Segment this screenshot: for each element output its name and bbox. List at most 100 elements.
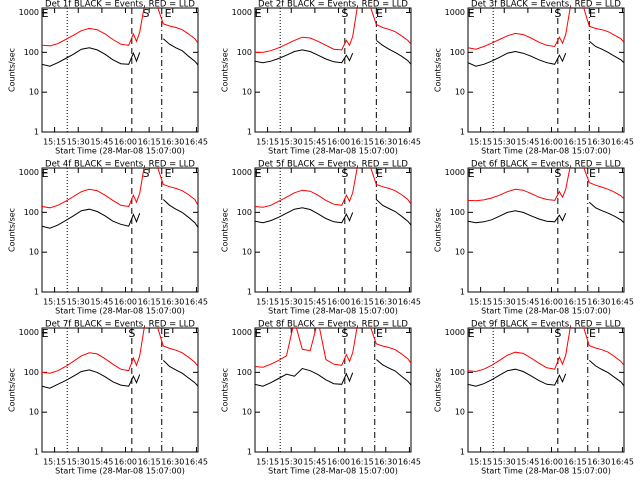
event-label: E [376, 7, 383, 20]
x-tick-label: 16:00 [114, 458, 137, 467]
series-line [255, 168, 411, 208]
x-tick-label: 15:30 [493, 298, 516, 307]
x-tick-label: 16:30 [161, 138, 184, 147]
y-axis-label: Counts/sec [8, 48, 17, 92]
y-axis-label: Counts/sec [434, 48, 443, 92]
x-tick-label: 16:15 [351, 298, 374, 307]
series-group [42, 168, 198, 229]
y-tick-label: 100 [24, 208, 39, 217]
panel-title: Det 6f BLACK = Events, RED = LLD [471, 160, 621, 170]
x-tick-label: 16:30 [374, 298, 397, 307]
x-tick-label: 15:15 [43, 298, 66, 307]
event-label: S [143, 167, 150, 180]
event-label: S [554, 167, 561, 180]
event-label: S [341, 167, 348, 180]
x-tick-label: 16:00 [327, 298, 350, 307]
x-tick-label: 16:30 [587, 138, 610, 147]
y-tick-label: 1 [34, 288, 39, 297]
x-axis-label: Start Time (28-Mar-08 15:07:00) [55, 147, 185, 156]
panel-title: Det 8f BLACK = Events, RED = LLD [258, 320, 408, 330]
x-tick-label: 16:00 [114, 298, 137, 307]
series-group [468, 8, 624, 67]
series-line [255, 359, 411, 387]
x-tick-label: 15:45 [303, 138, 326, 147]
panel-title: Det 7f BLACK = Events, RED = LLD [45, 320, 195, 330]
y-tick-label: 100 [24, 368, 39, 377]
x-tick-label: 16:15 [138, 458, 161, 467]
series-group [468, 328, 624, 387]
x-tick-label: 16:00 [114, 138, 137, 147]
x-tick-label: 15:15 [256, 298, 279, 307]
plot-frame [254, 7, 412, 133]
event-label: E [163, 327, 170, 340]
plot-frame [467, 167, 625, 293]
x-tick-label: 16:00 [540, 298, 563, 307]
x-tick-label: 16:15 [564, 298, 587, 307]
series-group [42, 8, 198, 67]
series-group [468, 168, 624, 224]
x-tick-label: 16:30 [374, 138, 397, 147]
x-tick-label: 16:45 [398, 458, 421, 467]
event-label: S [341, 327, 348, 340]
panel-title: Det 2f BLACK = Events, RED = LLD [258, 0, 408, 10]
y-tick-label: 10 [242, 408, 252, 417]
x-tick-label: 16:45 [185, 138, 208, 147]
y-tick-label: 1000 [445, 168, 465, 177]
event-label: E [468, 167, 475, 180]
panel: Det 4f BLACK = Events, RED = LLD Start Ti… [8, 160, 208, 316]
x-axis-label: Start Time (28-Mar-08 15:07:00) [55, 467, 185, 476]
x-axis-label: Start Time (28-Mar-08 15:07:00) [481, 147, 611, 156]
panel: Det 2f BLACK = Events, RED = LLD Start Ti… [221, 0, 421, 156]
y-axis-label: Counts/sec [434, 368, 443, 412]
y-tick-label: 1000 [445, 328, 465, 337]
y-axis-label: Counts/sec [221, 208, 230, 252]
event-label: E [468, 327, 475, 340]
x-tick-label: 15:45 [516, 458, 539, 467]
y-axis-label: Counts/sec [434, 208, 443, 252]
x-tick-label: 16:15 [138, 298, 161, 307]
x-tick-label: 15:45 [516, 298, 539, 307]
event-label: E [589, 327, 596, 340]
y-tick-label: 1000 [232, 328, 252, 337]
y-tick-label: 1000 [232, 8, 252, 17]
x-tick-label: 15:15 [469, 458, 492, 467]
event-label: S [128, 327, 135, 340]
series-group [42, 328, 198, 389]
series-line [468, 328, 624, 373]
y-tick-label: 1000 [445, 8, 465, 17]
x-tick-label: 16:15 [138, 138, 161, 147]
panel-title: Det 1f BLACK = Events, RED = LLD [45, 0, 195, 10]
plot-frame [467, 327, 625, 453]
series-line [255, 199, 411, 226]
x-tick-label: 15:45 [516, 138, 539, 147]
y-tick-label: 10 [29, 248, 39, 257]
series-line [42, 199, 198, 229]
event-label: E [255, 7, 262, 20]
series-line [468, 201, 624, 224]
x-tick-label: 16:45 [398, 298, 421, 307]
y-tick-label: 1000 [19, 8, 39, 17]
y-tick-label: 10 [455, 88, 465, 97]
y-tick-label: 100 [24, 48, 39, 57]
event-label: E [165, 7, 172, 20]
x-tick-label: 16:15 [564, 458, 587, 467]
x-tick-label: 16:00 [327, 138, 350, 147]
event-label: E [255, 167, 262, 180]
y-tick-label: 1 [460, 128, 465, 137]
x-tick-label: 15:30 [493, 138, 516, 147]
event-label: E [589, 167, 596, 180]
plot-frame [254, 167, 412, 293]
x-tick-label: 15:30 [280, 298, 303, 307]
x-tick-label: 15:45 [90, 138, 113, 147]
y-tick-label: 10 [455, 408, 465, 417]
y-tick-label: 100 [450, 48, 465, 57]
x-tick-label: 16:15 [351, 138, 374, 147]
y-tick-label: 1 [34, 128, 39, 137]
x-tick-label: 15:45 [303, 458, 326, 467]
series-line [42, 360, 198, 389]
x-axis-label: Start Time (28-Mar-08 15:07:00) [268, 307, 398, 316]
x-tick-label: 15:15 [43, 458, 66, 467]
event-label: E [42, 167, 49, 180]
y-tick-label: 10 [29, 408, 39, 417]
x-axis-label: Start Time (28-Mar-08 15:07:00) [481, 307, 611, 316]
